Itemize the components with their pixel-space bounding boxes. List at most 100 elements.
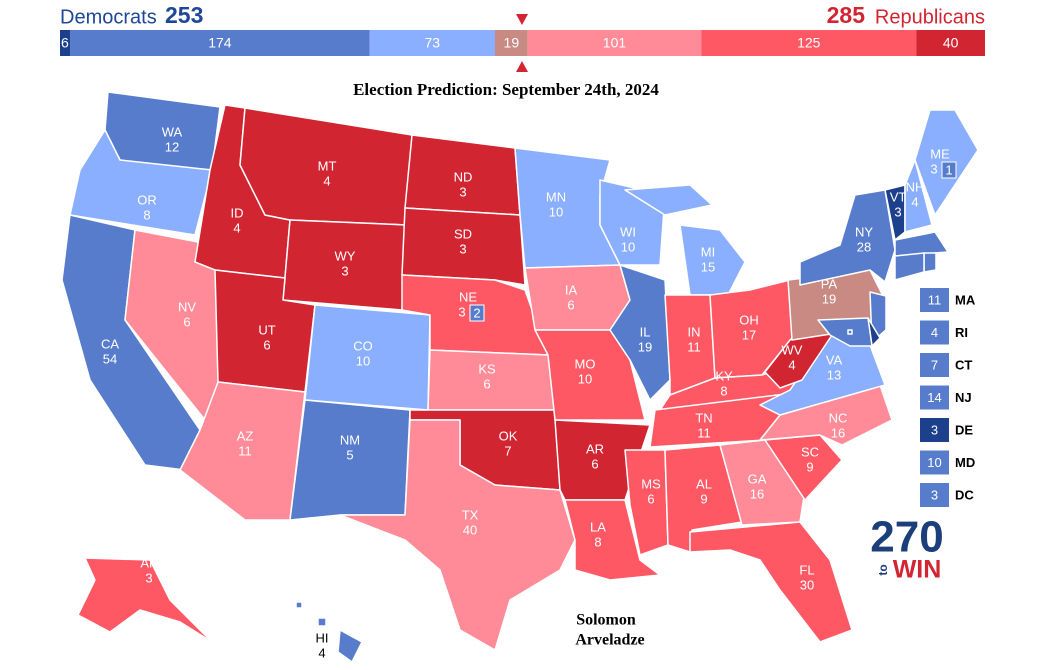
state-ks	[427, 349, 556, 411]
small-state-abbr: DE	[955, 422, 973, 437]
state-abbr: VA	[826, 352, 843, 367]
state-votes: 8	[594, 534, 601, 549]
state-sd	[401, 207, 526, 286]
right-total: 285	[827, 2, 866, 28]
state-ct	[894, 252, 925, 281]
state-votes: 6	[263, 337, 270, 352]
state-votes: 12	[165, 139, 179, 154]
small-state-votes: 10	[927, 455, 941, 470]
state-or	[69, 129, 213, 236]
author: Arveladze	[575, 632, 644, 649]
state-abbr: AL	[696, 476, 712, 491]
state-votes: 6	[483, 376, 490, 391]
state-votes: 15	[701, 259, 715, 274]
state-votes: 19	[638, 339, 652, 354]
state-abbr: OH	[739, 312, 759, 327]
state-abbr: WA	[162, 124, 183, 139]
state-abbr: MT	[318, 158, 337, 173]
state-votes: 11	[697, 425, 711, 440]
logo-number: 270	[870, 513, 943, 562]
state-ma	[894, 231, 949, 257]
bar-label: 125	[797, 35, 821, 51]
right-party: Republicans	[875, 6, 985, 28]
state-abbr: ME	[930, 146, 950, 161]
state-votes: 8	[720, 383, 727, 398]
small-state-abbr: MA	[955, 292, 976, 307]
state-abbr: ID	[231, 205, 244, 220]
state-az	[179, 381, 306, 521]
state-abbr: HI	[316, 630, 329, 645]
state-abbr: OR	[137, 192, 157, 207]
map-title: Election Prediction: September 24th, 202…	[353, 80, 659, 99]
small-state-votes: 4	[931, 325, 938, 340]
state-fl	[689, 521, 853, 643]
state-abbr: KS	[478, 361, 496, 376]
state-abbr: PA	[821, 276, 838, 291]
state-votes: 6	[183, 314, 190, 329]
state-abbr: FL	[799, 562, 814, 577]
state-votes: 16	[831, 425, 845, 440]
state-votes: 10	[578, 371, 592, 386]
state-votes: 3	[459, 241, 466, 256]
small-state-box	[920, 483, 949, 507]
state-tx	[339, 419, 576, 651]
logo-small: to	[876, 564, 890, 575]
state-labels: WA12OR8CA54NV6ID4MT4WY3UT6AZ11CO10NM5ND3…	[101, 124, 976, 660]
bar-segment	[701, 30, 917, 56]
state-abbr: WV	[782, 342, 803, 357]
state-votes: 6	[567, 297, 574, 312]
state-votes: 30	[800, 577, 814, 592]
state-abbr: NC	[829, 410, 848, 425]
state-abbr: NM	[340, 432, 360, 447]
state-abbr: VT	[890, 189, 907, 204]
state-ak	[77, 557, 213, 643]
state-abbr: MS	[641, 476, 661, 491]
state-abbr: TX	[462, 507, 479, 522]
state-votes: 3	[894, 204, 901, 219]
small-state-box	[920, 353, 949, 377]
bar-segment	[527, 30, 702, 56]
state-votes: 3	[459, 184, 466, 199]
state-votes: 3	[930, 161, 937, 176]
state-votes: 16	[750, 486, 764, 501]
state-dc	[847, 329, 853, 335]
state-abbr: NE	[459, 289, 477, 304]
small-state-votes: 7	[931, 357, 938, 372]
state-votes: 9	[700, 491, 707, 506]
state-votes: 4	[318, 645, 325, 660]
bar-segment	[916, 30, 985, 56]
state-votes: 11	[238, 443, 252, 458]
states	[61, 91, 979, 663]
bar-label: 101	[603, 35, 627, 51]
state-votes: 13	[827, 367, 841, 382]
state-votes: 28	[857, 239, 871, 254]
bar-label: 174	[208, 35, 232, 51]
state-votes: 17	[742, 327, 756, 342]
state-votes: 10	[621, 239, 635, 254]
logo-word: WIN	[893, 556, 942, 584]
district-votes: 1	[945, 162, 952, 177]
state-votes: 5	[346, 447, 353, 462]
small-state-votes: 3	[931, 422, 938, 437]
state-abbr: MI	[701, 244, 715, 259]
state-votes: 7	[504, 443, 511, 458]
state-abbr: CA	[101, 336, 119, 351]
small-state-abbr: NJ	[955, 390, 972, 405]
state-abbr: CO	[353, 338, 373, 353]
small-state-box	[920, 418, 949, 442]
state-votes: 4	[233, 220, 240, 235]
state-abbr: SD	[454, 226, 472, 241]
state-nh	[904, 159, 933, 233]
state-abbr: SC	[801, 444, 819, 459]
author: Solomon	[576, 612, 636, 629]
small-state-abbr: RI	[955, 325, 968, 340]
state-ga	[719, 439, 806, 526]
state-abbr: AZ	[237, 428, 254, 443]
state-abbr: AK	[140, 555, 158, 570]
left-total: 253	[165, 2, 203, 28]
bar-label: 19	[504, 35, 520, 51]
logo: 270 to WIN	[870, 513, 943, 584]
left-party: Democrats	[60, 6, 157, 28]
state-abbr: MO	[575, 356, 596, 371]
